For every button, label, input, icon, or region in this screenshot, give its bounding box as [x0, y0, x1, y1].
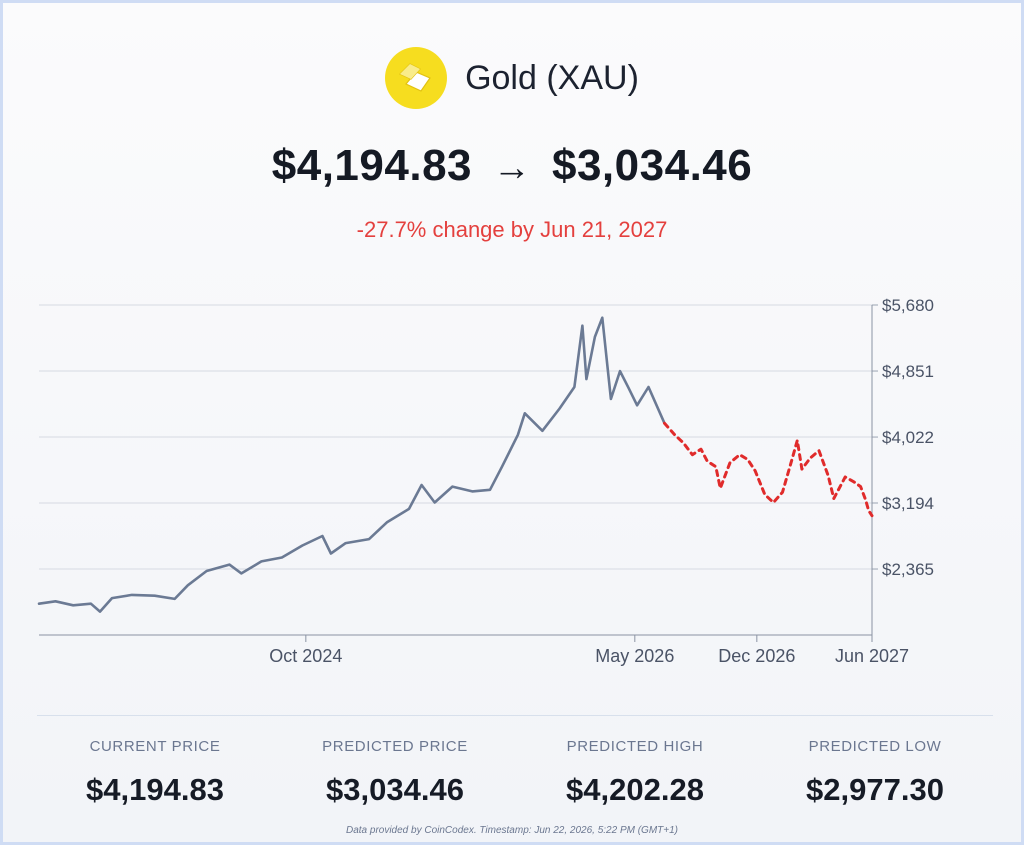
y-tick-label: $2,365 [882, 560, 934, 579]
y-tick-label: $3,194 [882, 494, 934, 513]
arrow-icon: → [492, 147, 532, 189]
x-tick-label: Jun 2027 [835, 646, 909, 666]
stat-label: CURRENT PRICE [89, 738, 221, 755]
price-change-headline: $4,194.83 → $3,034.46 [3, 141, 1021, 191]
x-tick-label: Dec 2026 [718, 646, 795, 666]
price-chart: $5,680 $4,851 $4,022 $3,194 $2,365 Oct 2024 Ma… [37, 296, 934, 666]
header: Gold (XAU) [3, 47, 1021, 109]
stat-current-price: CURRENT PRICE $4,194.83 [35, 738, 275, 808]
y-tick-label: $4,851 [882, 362, 934, 381]
stat-value: $4,202.28 [566, 772, 704, 807]
stat-label: PREDICTED LOW [808, 738, 942, 755]
y-tick-label: $4,022 [882, 428, 934, 447]
asset-title: Gold (XAU) [465, 58, 639, 97]
historical-price-line [37, 316, 666, 613]
stat-value: $2,977.30 [806, 772, 944, 807]
gold-bars-icon [385, 47, 448, 109]
stat-label: PREDICTED PRICE [322, 738, 468, 755]
predicted-price-headline: $3,034.46 [551, 141, 753, 190]
current-price-headline: $4,194.83 [271, 141, 473, 190]
percent-change-text: -27.7% change by Jun 21, 2027 [356, 217, 668, 242]
stats-row: CURRENT PRICE $4,194.83 PREDICTED PRICE … [35, 738, 995, 808]
stat-value: $4,194.83 [86, 772, 224, 807]
stat-value: $3,034.46 [326, 772, 464, 807]
y-tick-label: $5,680 [882, 296, 934, 315]
stat-predicted-price: PREDICTED PRICE $3,034.46 [275, 738, 515, 808]
data-attribution: Data provided by CoinCodex. Timestamp: J… [345, 825, 678, 836]
x-tick-label: May 2026 [595, 646, 674, 666]
x-tick-label: Oct 2024 [269, 646, 342, 666]
stat-label: PREDICTED HIGH [566, 738, 704, 755]
stat-predicted-high: PREDICTED HIGH $4,202.28 [515, 738, 755, 808]
divider [37, 715, 993, 716]
stat-predicted-low: PREDICTED LOW $2,977.30 [755, 738, 995, 808]
forecast-price-line [663, 421, 874, 518]
